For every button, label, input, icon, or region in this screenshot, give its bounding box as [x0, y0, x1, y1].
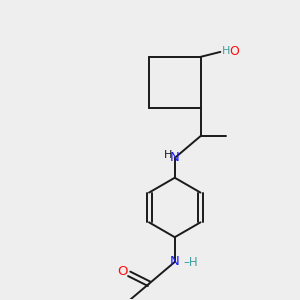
Text: H: H — [164, 150, 172, 160]
Text: N: N — [170, 256, 180, 268]
Text: O: O — [117, 266, 128, 278]
Text: –H: –H — [184, 256, 198, 269]
Text: N: N — [170, 152, 180, 164]
Text: H: H — [222, 46, 231, 56]
Text: O: O — [229, 45, 239, 58]
